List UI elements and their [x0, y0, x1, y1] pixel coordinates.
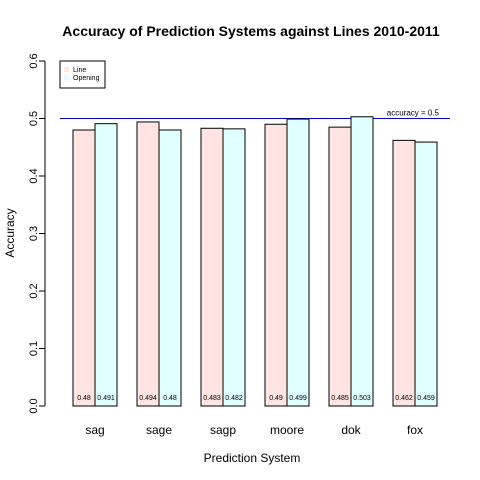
bar-opening-sag	[94, 123, 118, 407]
data-label: 0.48	[77, 395, 91, 402]
data-label: 0.499	[289, 395, 307, 402]
category-label-moore: moore	[270, 423, 304, 437]
category-label-dok: dok	[341, 423, 361, 437]
bar-line-fox	[392, 139, 416, 407]
category-label-sagp: sagp	[210, 423, 236, 437]
data-label: 0.482	[225, 395, 243, 402]
bar-line-sag	[72, 129, 96, 407]
legend-swatch	[64, 67, 69, 72]
data-label: 0.48	[163, 395, 177, 402]
bar-opening-sagp	[222, 128, 246, 407]
reference-line-label: accuracy = 0.5	[387, 109, 440, 118]
bar-line-sagp	[200, 127, 224, 407]
data-label: 0.485	[331, 395, 349, 402]
y-tick-label: 0.3	[28, 226, 40, 241]
y-tick-label: 0.0	[28, 398, 40, 413]
legend-swatch	[64, 75, 69, 80]
y-tick-label: 0.4	[28, 168, 40, 183]
y-axis-label: Accuracy	[3, 208, 17, 257]
bar-opening-moore	[286, 118, 310, 407]
category-label-sag: sag	[85, 423, 104, 437]
bar-opening-dok	[350, 116, 374, 407]
y-tick-label: 0.1	[28, 341, 40, 356]
y-axis: 0.0 0.1 0.2 0.3 0.4 0.5 0.6	[28, 53, 46, 414]
x-axis-label: Prediction System	[204, 451, 301, 465]
chart-title: Accuracy of Prediction Systems against L…	[62, 23, 440, 39]
legend-entry: Opening	[73, 75, 100, 82]
bar-opening-sage	[158, 129, 182, 407]
bar-line-moore	[264, 123, 288, 407]
y-tick-label: 0.5	[28, 111, 40, 126]
data-label: 0.49	[269, 395, 283, 402]
data-label: 0.462	[395, 395, 413, 402]
bars-group: 0.48 0.491 0.494 0.48 0.483 0.482 0.49 0.499 0.4…	[72, 116, 438, 407]
data-label: 0.459	[417, 395, 435, 402]
y-tick-label: 0.2	[28, 283, 40, 298]
legend-entry: Line	[73, 67, 86, 74]
data-label: 0.491	[97, 395, 115, 402]
bar-opening-fox	[414, 141, 438, 407]
category-label-fox: fox	[407, 423, 423, 437]
y-tick-label: 0.6	[28, 53, 40, 68]
legend-box	[59, 60, 106, 89]
category-labels: sag sage sagp moore dok fox	[85, 423, 423, 437]
bar-line-dok	[328, 126, 352, 407]
category-label-sage: sage	[146, 423, 172, 437]
data-label: 0.494	[139, 395, 157, 402]
data-label: 0.503	[353, 395, 371, 402]
data-label: 0.483	[203, 395, 221, 402]
bar-line-sage	[136, 121, 160, 407]
reference-line-group: accuracy = 0.5	[60, 109, 450, 119]
